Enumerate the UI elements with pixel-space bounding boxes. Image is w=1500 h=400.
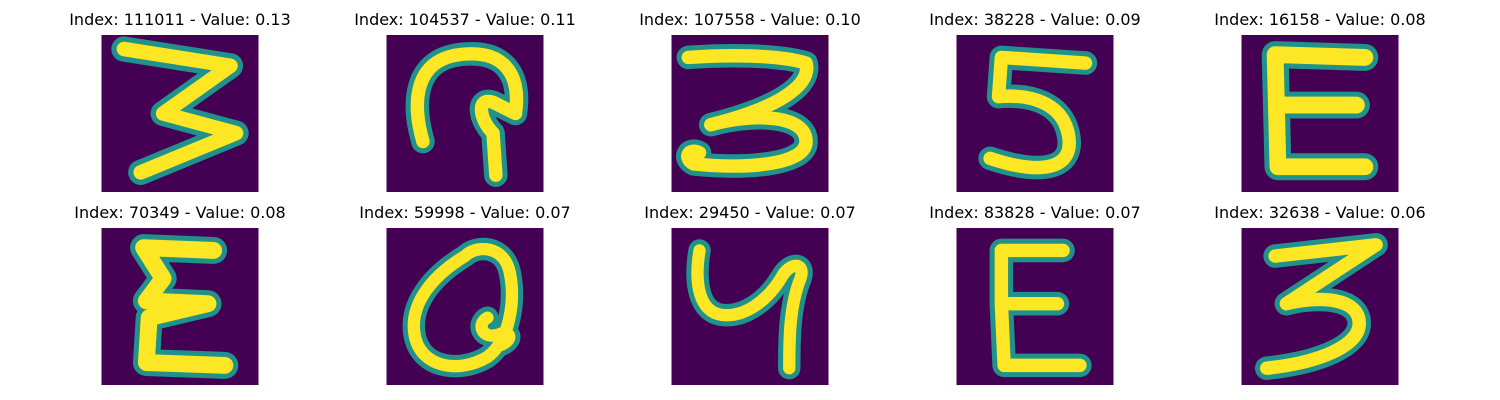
panel-title: Index: 83828 - Value: 0.07 [929,203,1141,222]
digit-image [956,228,1114,385]
digit-image [101,35,259,192]
digit-image [101,228,259,385]
panel-3: Index: 107558 - Value: 0.10 [620,10,880,200]
panel-title: Index: 104537 - Value: 0.11 [354,10,576,29]
panel-5: Index: 16158 - Value: 0.08 [1190,10,1450,200]
panel-title: Index: 107558 - Value: 0.10 [639,10,861,29]
panel-title: Index: 111011 - Value: 0.13 [69,10,291,29]
panel-title: Index: 38228 - Value: 0.09 [929,10,1141,29]
digit-image [1241,228,1399,385]
digit-image [386,228,544,385]
panel-title: Index: 32638 - Value: 0.06 [1214,203,1426,222]
panel-7: Index: 59998 - Value: 0.07 [335,203,595,393]
panel-1: Index: 111011 - Value: 0.13 [50,10,310,200]
digit-image [671,35,829,192]
panel-title: Index: 70349 - Value: 0.08 [74,203,286,222]
digit-image [671,228,829,385]
panel-8: Index: 29450 - Value: 0.07 [620,203,880,393]
digit-image [1241,35,1399,192]
panel-6: Index: 70349 - Value: 0.08 [50,203,310,393]
digit-image [386,35,544,192]
panel-title: Index: 29450 - Value: 0.07 [644,203,856,222]
panel-4: Index: 38228 - Value: 0.09 [905,10,1165,200]
panel-2: Index: 104537 - Value: 0.11 [335,10,595,200]
digit-image [956,35,1114,192]
panel-title: Index: 16158 - Value: 0.08 [1214,10,1426,29]
panel-title: Index: 59998 - Value: 0.07 [359,203,571,222]
panel-10: Index: 32638 - Value: 0.06 [1190,203,1450,393]
panel-9: Index: 83828 - Value: 0.07 [905,203,1165,393]
